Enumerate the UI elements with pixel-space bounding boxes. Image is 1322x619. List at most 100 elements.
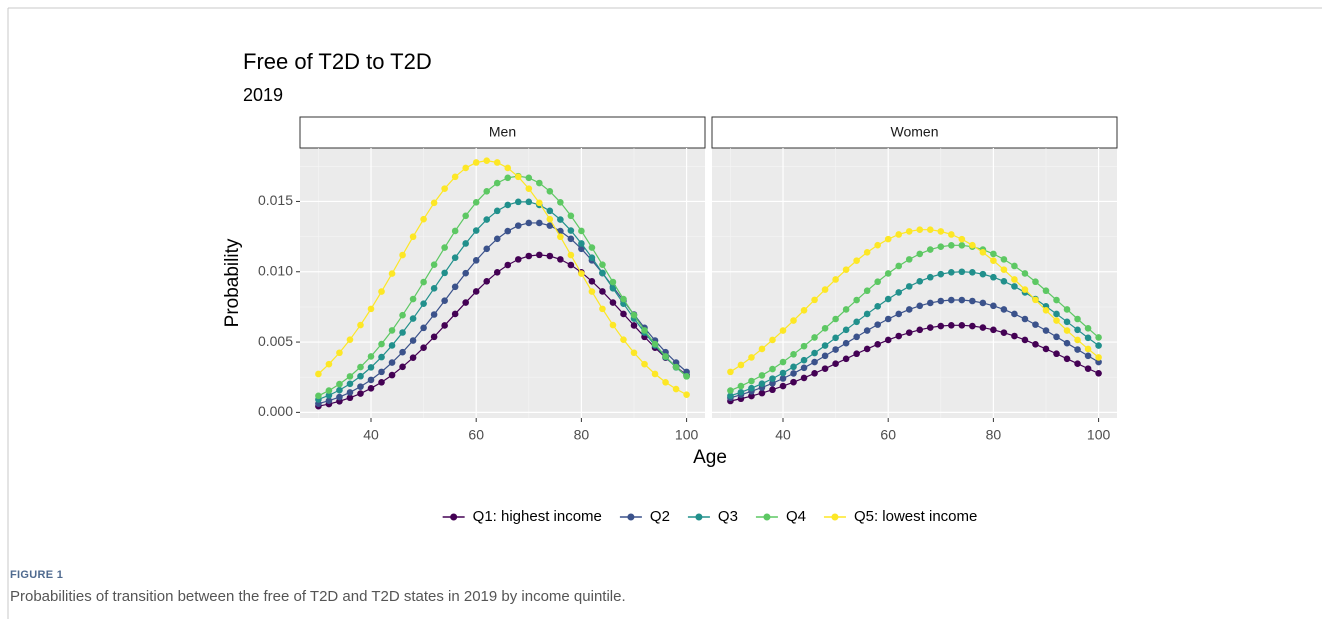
data-point bbox=[905, 228, 913, 235]
data-point bbox=[926, 246, 934, 253]
data-point bbox=[683, 373, 690, 380]
data-point bbox=[430, 333, 438, 341]
data-point bbox=[325, 387, 333, 394]
data-point bbox=[1021, 336, 1029, 344]
data-point bbox=[588, 254, 596, 261]
strip bbox=[711, 116, 1118, 149]
data-point bbox=[1084, 352, 1092, 360]
data-point bbox=[451, 310, 459, 318]
data-point bbox=[884, 270, 892, 277]
data-point bbox=[441, 185, 448, 192]
data-point bbox=[536, 179, 543, 187]
x-tick-label: 60 bbox=[880, 427, 896, 443]
data-point bbox=[483, 188, 491, 195]
data-point bbox=[399, 311, 406, 319]
data-point bbox=[863, 287, 871, 295]
data-point bbox=[1095, 342, 1102, 349]
data-point bbox=[451, 173, 459, 181]
legend-label: Q4 bbox=[786, 508, 806, 525]
data-point bbox=[620, 295, 627, 303]
data-point bbox=[588, 288, 596, 295]
data-point bbox=[1011, 332, 1018, 340]
panel-background bbox=[300, 148, 705, 418]
data-point bbox=[979, 324, 987, 331]
data-point bbox=[630, 322, 638, 329]
data-point bbox=[378, 368, 385, 376]
data-point bbox=[399, 348, 406, 356]
data-point bbox=[1063, 318, 1071, 326]
data-point bbox=[832, 334, 839, 342]
data-point bbox=[536, 219, 543, 227]
data-point bbox=[420, 300, 427, 307]
data-point bbox=[842, 326, 850, 334]
data-point bbox=[546, 188, 554, 195]
data-point bbox=[748, 392, 755, 400]
data-point bbox=[958, 296, 966, 304]
data-point bbox=[483, 216, 491, 223]
data-point bbox=[599, 261, 606, 269]
data-point bbox=[758, 389, 766, 397]
data-point bbox=[346, 336, 354, 343]
data-point bbox=[905, 306, 913, 313]
data-point bbox=[1095, 358, 1102, 366]
data-point bbox=[853, 257, 860, 264]
data-point bbox=[1021, 315, 1029, 323]
data-point bbox=[1095, 369, 1102, 377]
data-point bbox=[990, 302, 997, 310]
x-tick-label: 40 bbox=[775, 427, 791, 443]
data-point bbox=[357, 372, 364, 380]
data-point bbox=[821, 342, 829, 349]
legend-label: Q1: highest income bbox=[473, 508, 602, 525]
data-point bbox=[599, 288, 606, 295]
data-point bbox=[557, 216, 564, 223]
data-point bbox=[1000, 306, 1008, 313]
data-point bbox=[472, 227, 480, 234]
data-point bbox=[336, 380, 343, 388]
data-point bbox=[748, 377, 755, 385]
data-point bbox=[578, 245, 585, 253]
x-tick-label: 100 bbox=[675, 427, 699, 443]
data-point bbox=[832, 360, 839, 368]
data-point bbox=[388, 371, 396, 379]
data-point bbox=[599, 269, 606, 277]
data-point bbox=[842, 355, 850, 363]
data-point bbox=[958, 268, 966, 276]
data-point bbox=[948, 296, 955, 304]
data-point bbox=[748, 384, 755, 392]
data-point bbox=[1084, 345, 1092, 353]
data-point bbox=[874, 278, 881, 286]
data-point bbox=[420, 278, 427, 286]
data-point bbox=[1042, 345, 1050, 353]
data-point bbox=[557, 198, 564, 206]
data-point bbox=[430, 311, 438, 318]
data-point bbox=[399, 329, 406, 336]
data-point bbox=[1042, 287, 1050, 295]
data-point bbox=[1032, 278, 1039, 286]
legend-label: Q3 bbox=[718, 508, 738, 525]
data-point bbox=[916, 226, 924, 234]
data-point bbox=[367, 305, 375, 313]
data-point bbox=[462, 299, 469, 306]
data-point bbox=[800, 342, 808, 350]
data-point bbox=[620, 310, 627, 318]
data-point bbox=[567, 261, 575, 269]
data-point bbox=[609, 285, 617, 292]
data-point bbox=[409, 354, 417, 361]
data-point bbox=[504, 201, 512, 209]
data-point bbox=[367, 385, 375, 392]
y-axis-label: Probability bbox=[222, 238, 243, 327]
data-point bbox=[1011, 262, 1018, 270]
data-point bbox=[758, 345, 766, 353]
data-point bbox=[388, 270, 396, 277]
x-tick-label: 60 bbox=[468, 427, 484, 443]
data-point bbox=[388, 359, 396, 366]
data-point bbox=[969, 241, 976, 249]
data-point bbox=[832, 315, 839, 323]
data-point bbox=[821, 365, 829, 372]
data-point bbox=[800, 374, 808, 382]
data-point bbox=[462, 164, 469, 172]
data-point bbox=[1053, 310, 1060, 318]
data-point bbox=[969, 269, 976, 276]
data-point bbox=[536, 199, 543, 207]
